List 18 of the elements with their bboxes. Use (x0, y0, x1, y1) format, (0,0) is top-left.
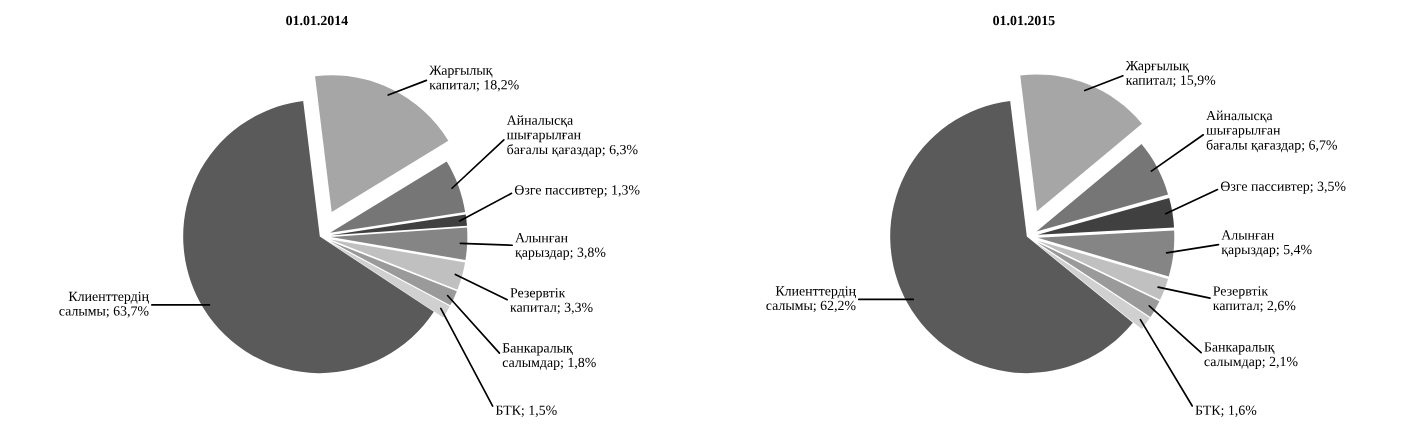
slice-label: Жарғылық капитал; 18,2% (429, 65, 519, 92)
slice-label: БТК; 1,6% (1195, 405, 1257, 417)
chart-title: 01.01.2015 (993, 15, 1055, 26)
slice-label: Клиенттердің салымы; 62,2% (766, 286, 856, 313)
slice-label: Резервтік капитал; 2,6% (1213, 286, 1296, 313)
slice-label: Резервтік капитал; 3,3% (510, 288, 593, 315)
slice-label: Өзге пассивтер; 1,3% (514, 185, 640, 198)
slice-label: Айналысқа шығарылған бағалы қағаздар; 6,3% (506, 115, 638, 158)
slice-label: Жарғылық капитал; 15,9% (1125, 61, 1216, 87)
slice-label: БТК; 1,5% (495, 405, 557, 417)
slice-label: Алынған қарыздар; 5,4% (1221, 230, 1312, 257)
slice-label: Алынған қарыздар; 3,8% (515, 233, 606, 260)
slice-label: Банкаралық салымдар; 2,1% (1204, 342, 1298, 369)
slice-label: Айналысқа шығарылған бағалы қағаздар; 6,7% (1206, 110, 1337, 153)
slice-label: Клиенттердің салымы; 63,7% (59, 291, 149, 318)
slice-label: Банкаралық салымдар; 1,8% (502, 343, 596, 370)
slice-label: Өзге пассивтер; 3,5% (1220, 181, 1346, 194)
chart-title: 01.01.2014 (286, 15, 348, 26)
